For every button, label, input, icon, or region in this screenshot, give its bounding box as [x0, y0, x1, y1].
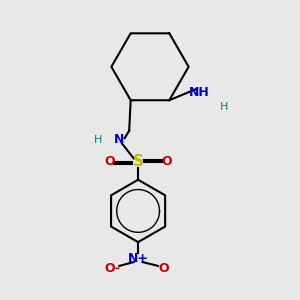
- Text: H: H: [220, 102, 229, 112]
- Text: S: S: [133, 154, 144, 169]
- Text: O: O: [158, 262, 169, 275]
- Text: N: N: [114, 133, 124, 146]
- Text: O: O: [161, 155, 172, 168]
- Text: O: O: [105, 155, 115, 168]
- Text: N+: N+: [128, 252, 148, 265]
- Text: H: H: [94, 135, 102, 145]
- Text: O-: O-: [105, 262, 121, 275]
- Text: NH: NH: [189, 85, 209, 98]
